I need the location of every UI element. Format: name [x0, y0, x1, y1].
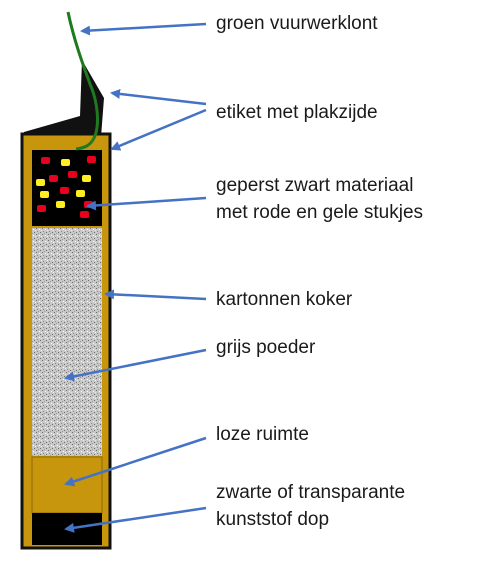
yellow-pieces — [36, 159, 91, 208]
arrow-pressed-material — [86, 196, 207, 211]
label-pressed-material-line2: met rode en gele stukjes — [216, 202, 424, 223]
label-pressed-material-line1: geperst zwart materiaal — [216, 175, 414, 196]
label-tube: kartonnen koker — [216, 289, 353, 310]
label-empty-space: loze ruimte — [216, 424, 309, 445]
arrow-empty-space — [64, 436, 207, 487]
label-powder: grijs poeder — [216, 337, 316, 358]
arrow-powder — [64, 348, 207, 382]
arrow-sticker-1 — [110, 88, 207, 106]
label-cap-line2: kunststof dop — [216, 509, 330, 530]
label-fuse: groen vuurwerklont — [216, 13, 378, 34]
label-cap-line1: zwarte of transparante — [216, 482, 406, 503]
arrow-fuse — [80, 22, 207, 36]
arrow-cap — [64, 506, 207, 533]
arrow-tube — [104, 289, 207, 301]
label-sticker-text: etiket met plakzijde — [216, 102, 378, 123]
label-sticker — [24, 60, 104, 150]
arrow-sticker-2 — [110, 108, 207, 151]
empty-space — [31, 456, 103, 514]
green-fuse — [66, 11, 99, 151]
gray-powder — [32, 228, 102, 456]
